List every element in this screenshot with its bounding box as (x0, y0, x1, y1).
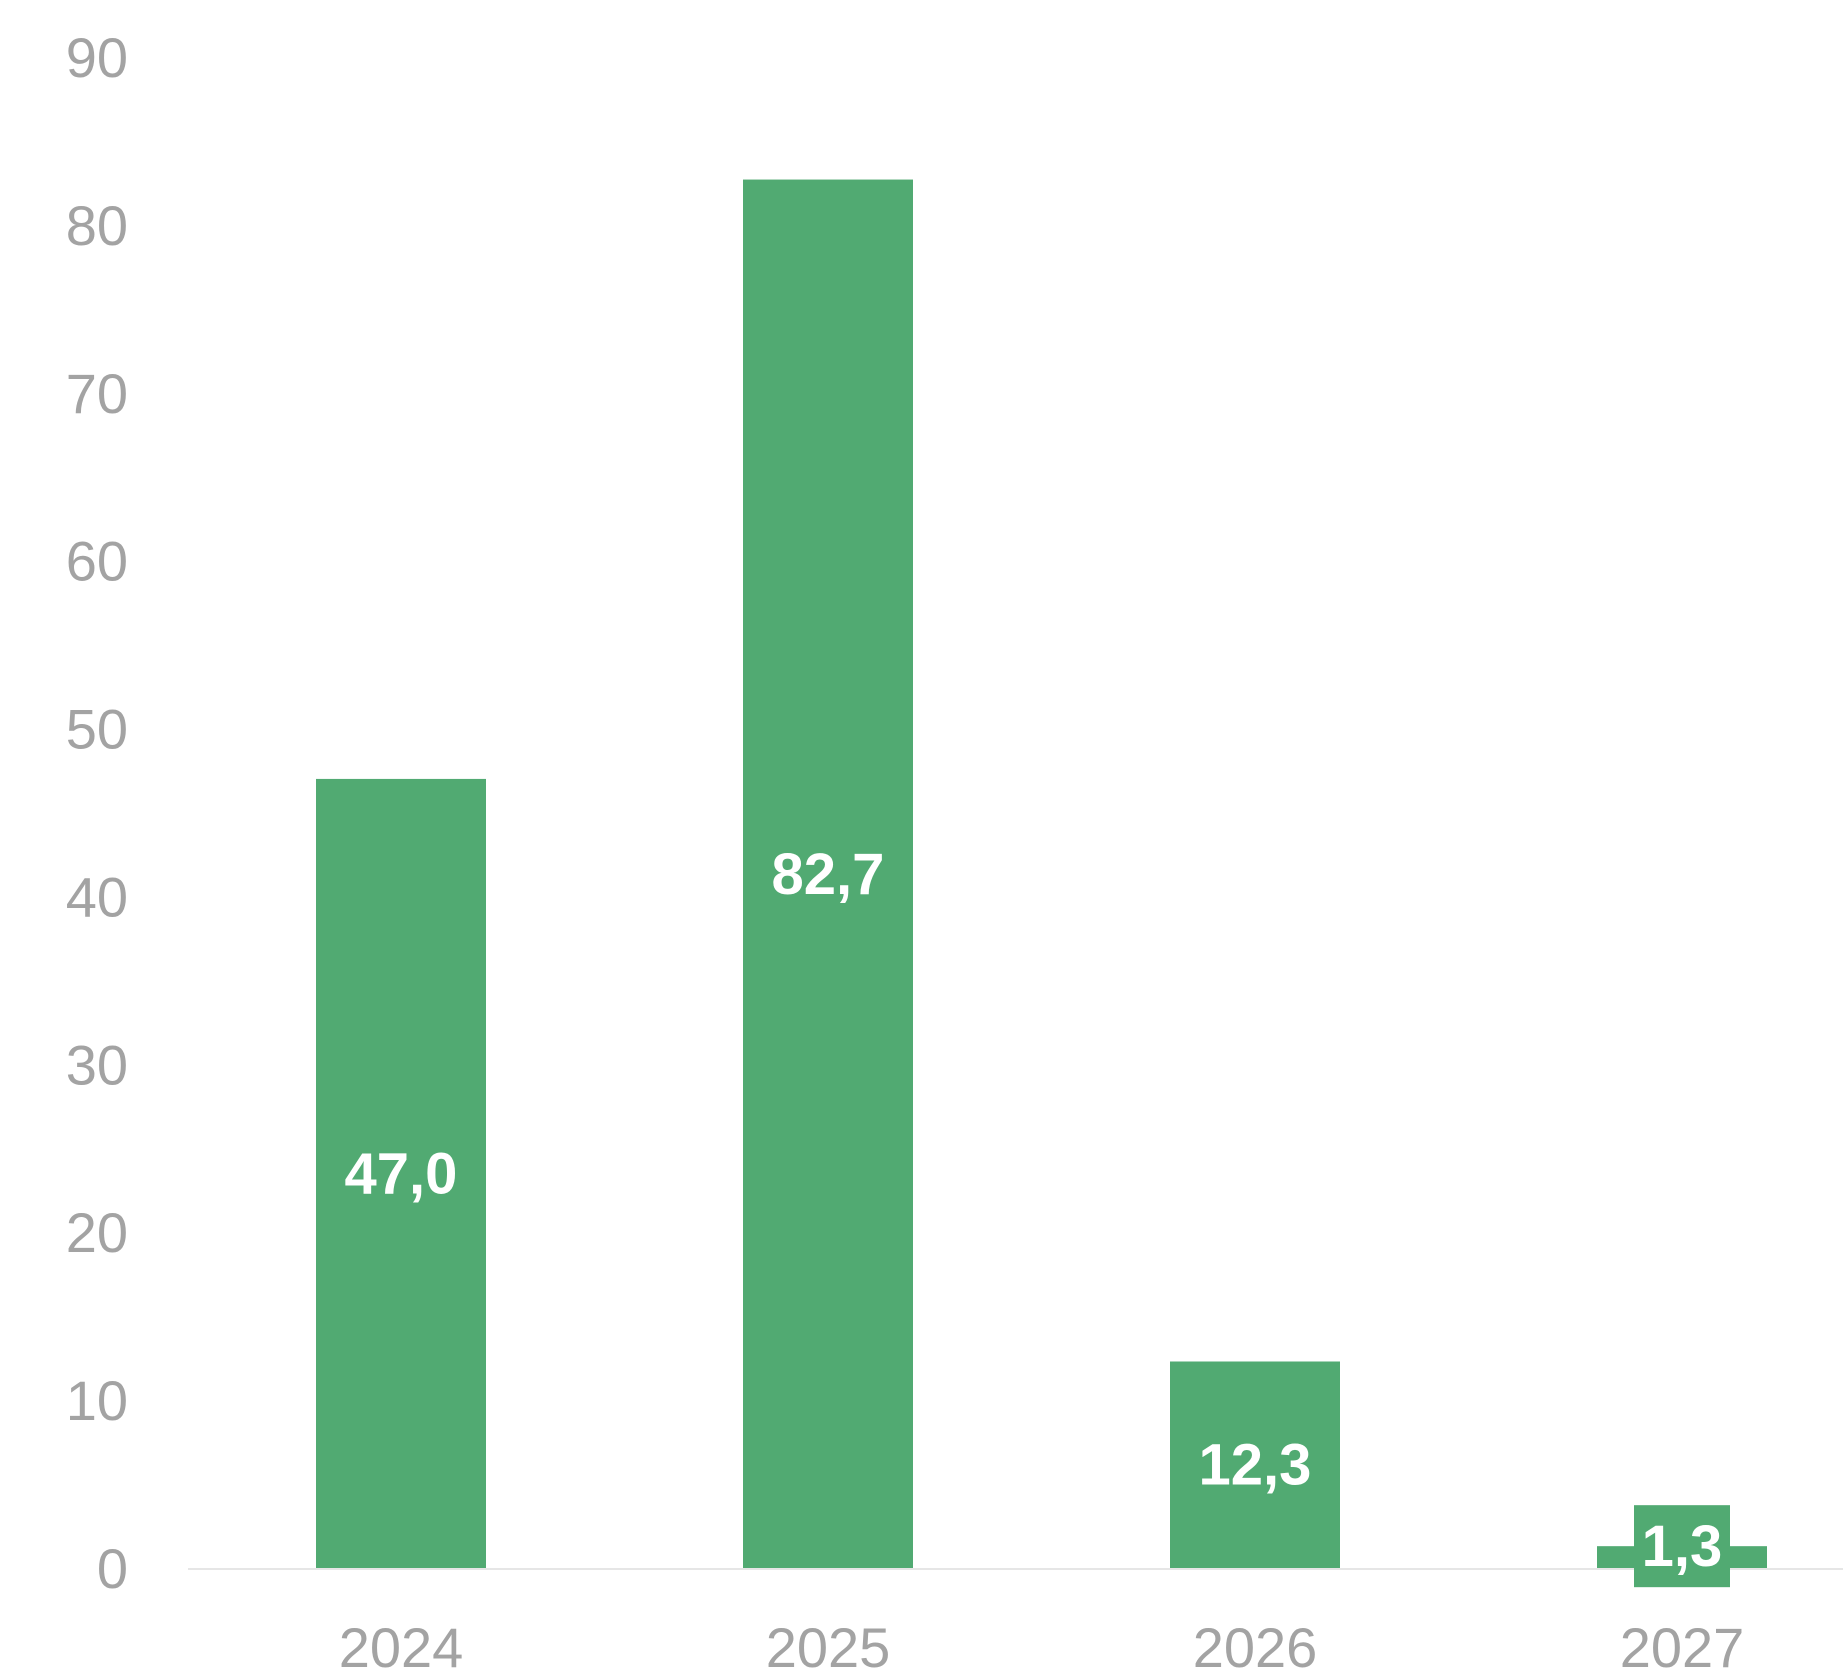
y-tick-label: 20 (66, 1201, 128, 1264)
data-label-2025: 82,7 (772, 842, 885, 907)
data-label-2027: 1,3 (1642, 1514, 1723, 1579)
x-tick-label-2025: 2025 (766, 1616, 891, 1671)
x-axis-ticks: 2024 2025 2026 2027 (339, 1616, 1745, 1671)
bars: 47,0 82,7 12,3 1,3 (316, 179, 1767, 1588)
data-label-2024: 47,0 (345, 1141, 458, 1206)
x-tick-label-2026: 2026 (1193, 1616, 1318, 1671)
bar-2024 (316, 778, 486, 1568)
bar-2025 (743, 179, 913, 1569)
y-tick-label: 80 (66, 194, 128, 257)
x-tick-label-2027: 2027 (1620, 1616, 1745, 1671)
y-tick-label: 60 (66, 530, 128, 593)
y-tick-label: 90 (66, 26, 128, 89)
bar-2026 (1170, 1361, 1340, 1568)
y-tick-label: 30 (66, 1033, 128, 1096)
y-tick-label: 50 (66, 698, 128, 761)
y-tick-label: 0 (97, 1537, 128, 1600)
y-axis-ticks: 0 10 20 30 40 50 60 70 80 90 (66, 26, 128, 1600)
y-tick-label: 70 (66, 362, 128, 425)
data-label-box (1634, 1505, 1730, 1588)
x-tick-label-2024: 2024 (339, 1616, 464, 1671)
data-label-2026: 12,3 (1199, 1433, 1312, 1498)
y-tick-label: 10 (66, 1369, 128, 1432)
y-tick-label: 40 (66, 865, 128, 928)
